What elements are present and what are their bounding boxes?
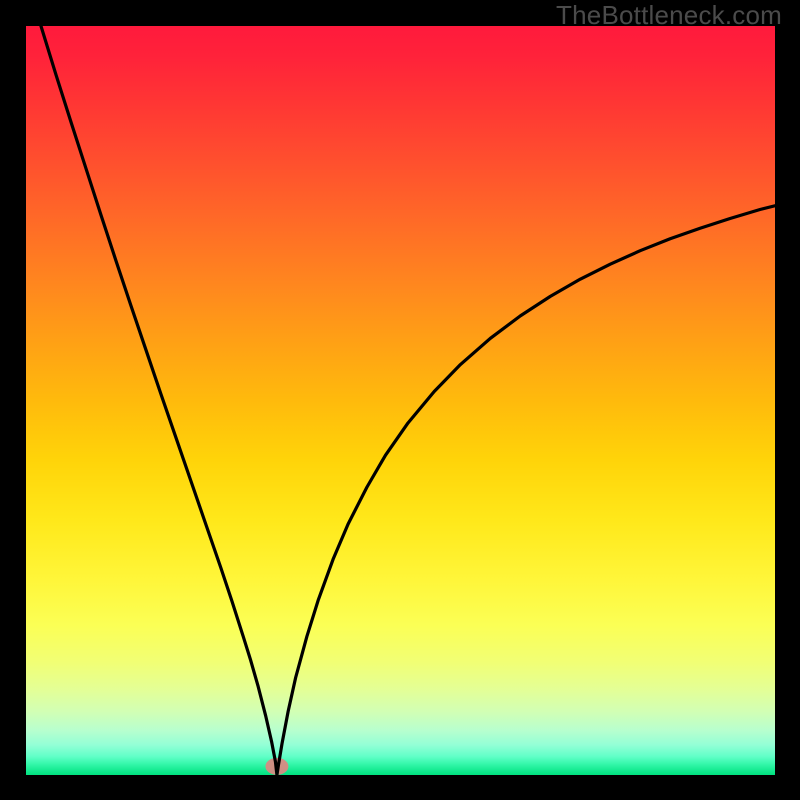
frame-left — [0, 0, 26, 800]
plot-area — [26, 26, 775, 775]
chart-canvas: TheBottleneck.com — [0, 0, 800, 800]
watermark-text: TheBottleneck.com — [556, 0, 782, 31]
frame-right — [775, 0, 800, 800]
curve-layer — [26, 26, 775, 775]
bottleneck-curve — [41, 26, 775, 775]
frame-bottom — [0, 775, 800, 800]
